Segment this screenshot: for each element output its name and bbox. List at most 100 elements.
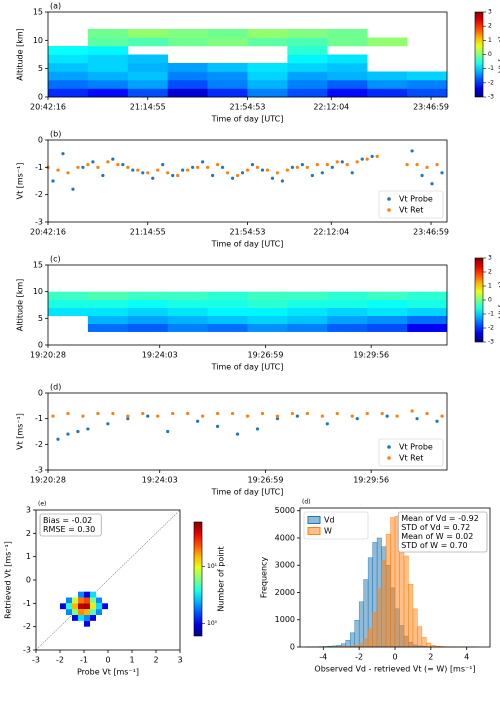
heatmap-cell [407, 88, 448, 98]
scatter-point [385, 414, 389, 418]
heatmap-cell [287, 71, 328, 81]
hist2d-cell [84, 609, 90, 615]
scatter-point [220, 165, 225, 169]
scatter-point [230, 176, 235, 180]
hist2d-cell [84, 615, 90, 621]
colorbar [474, 257, 484, 343]
scatter-point [86, 427, 90, 431]
hist2d-cell [90, 603, 96, 610]
heatmap-cell [407, 323, 448, 332]
x-tick-label: -4 [319, 653, 327, 662]
scatter-point [111, 157, 115, 161]
scatter-point [315, 163, 319, 167]
scatter-point [116, 163, 120, 167]
scatter-point [101, 173, 105, 178]
scatter-point [126, 414, 130, 418]
legend-label: Vt Ret [399, 206, 423, 215]
scatter-point [350, 414, 354, 418]
y-tick-label: -1 [35, 414, 43, 423]
hist2d-cell [90, 609, 96, 615]
heatmap-cell [87, 63, 129, 72]
y-tick-label: 0 [26, 576, 31, 585]
heatmap-cell [327, 315, 368, 324]
heatmap-cell [167, 88, 208, 98]
scatter-point [176, 173, 180, 178]
scatter-point [360, 157, 364, 161]
scatter-point [51, 179, 55, 183]
scatter-point [290, 165, 294, 169]
hist2d-cell [84, 591, 90, 598]
heatmap-cell [287, 80, 328, 89]
hist2d-cell [78, 615, 84, 621]
scatter-point [365, 157, 369, 161]
heatmap-cell [247, 71, 288, 81]
colorbar-tick-label: -1 [488, 65, 494, 72]
scatter-point [91, 160, 95, 164]
x-tick-label: 21:14:55 [130, 228, 166, 237]
x-tick-label: 20:42:16 [30, 228, 66, 237]
colorbar-tick-label: 3 [488, 255, 492, 262]
scatter-point [181, 168, 185, 172]
heatmap-cell [327, 323, 368, 332]
scatter-point [201, 414, 205, 418]
histogram-bar [363, 579, 369, 648]
scatter-point [215, 424, 220, 428]
heatmap-cell [327, 299, 368, 308]
scatter-point [320, 414, 324, 418]
x-tick-label: 19:20:28 [30, 351, 66, 360]
heatmap-cell [287, 88, 328, 98]
y-tick-label: 2000 [275, 588, 295, 597]
y-tick-label: 15 [33, 261, 43, 270]
legend-marker [387, 456, 391, 460]
heatmap-cell [127, 54, 168, 64]
x-tick-label: 4 [464, 653, 469, 662]
scatter-point [76, 429, 80, 434]
heatmap-cell [247, 291, 288, 300]
one-to-one-line [35, 509, 181, 651]
annotation: Mean of W = 0.02 [401, 532, 473, 541]
legend-swatch [307, 527, 321, 535]
heatmap-cell [167, 323, 208, 332]
x-axis-label: Probe Vt [ms⁻¹] [77, 668, 139, 677]
colorbar-tick-label: 10¹ [207, 563, 218, 570]
heatmap-cell [167, 315, 208, 324]
scatter-point [126, 165, 130, 169]
y-tick-label: -1 [35, 163, 43, 172]
heatmap-cell [287, 29, 328, 38]
heatmap-cell [167, 291, 208, 300]
y-tick-label: 2 [26, 529, 31, 538]
heatmap-cell [327, 63, 368, 72]
scatter-point [345, 163, 349, 167]
heatmap-cell [87, 29, 129, 38]
hist2d-cell [96, 609, 102, 615]
histogram-bar [345, 639, 351, 648]
x-axis-label: Time of day [UTC] [211, 240, 284, 249]
x-tick-label: 19:29:56 [353, 476, 389, 485]
scatter-point [106, 422, 110, 426]
scatter-point [186, 411, 190, 416]
heatmap-cell [87, 315, 129, 324]
heatmap-cell [327, 71, 368, 81]
annotation: STD of W = 0.70 [401, 541, 467, 550]
y-tick-label: 0 [38, 93, 43, 102]
scatter-point [325, 422, 329, 426]
hist2d-cell [66, 609, 72, 615]
heatmap-cell [247, 315, 288, 324]
x-tick-label: 23:46:59 [413, 103, 449, 112]
scatter-point [151, 176, 155, 180]
heatmap-cell [327, 88, 368, 98]
scatter-point [305, 165, 309, 169]
heatmap-cell [87, 80, 129, 89]
heatmap-cell [127, 71, 168, 81]
heatmap-cell [327, 307, 368, 316]
heatmap-cell [87, 299, 129, 308]
scatter-point [425, 411, 429, 416]
y-tick-label: 1000 [275, 615, 295, 624]
panel-label: (a) [50, 2, 61, 11]
hist2d-cell [60, 603, 66, 610]
panel-label: (d) [50, 383, 61, 392]
annotation: Bias = -0.02 [43, 516, 92, 525]
colorbar-tick-label: 3 [488, 9, 492, 16]
heatmap-cell [247, 80, 288, 89]
